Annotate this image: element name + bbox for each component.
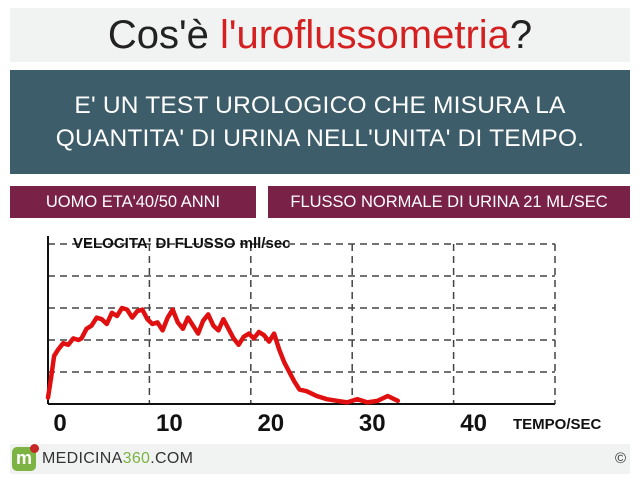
description-line-2: QUANTITA' DI URINA NELL'UNITA' DI TEMPO. [55, 125, 585, 152]
brand-name[interactable]: MEDICINA360.COM [42, 444, 193, 474]
logo-letter: m [15, 448, 32, 468]
x-tick-labels: 0 10 20 30 40 [53, 410, 487, 437]
y-axis-label: VELOCITA' DI FLUSSO mll/sec [73, 235, 291, 252]
title-prefix: Cos'è [107, 13, 220, 57]
logo-leaf-icon [30, 444, 39, 453]
normal-flow-tag: FLUSSO NORMALE DI URINA 21 ML/SEC [268, 186, 630, 218]
logo-icon: m [12, 444, 39, 471]
description-box: E' UN TEST UROLOGICO CHE MISURA LA QUANT… [10, 70, 630, 174]
x-tick-label: 20 [257, 410, 284, 437]
flow-chart: VELOCITA' DI FLUSSO mll/sec TEMPO/SEC 0 1… [0, 224, 640, 440]
brand-part-2: 360 [122, 450, 151, 467]
x-tick-label: 30 [359, 410, 386, 437]
brand-part-1: MEDICINA [42, 450, 123, 467]
footer: m MEDICINA360.COM © [10, 444, 630, 474]
page-title: Cos'è l'uroflussometria? [10, 8, 630, 62]
flow-curve [45, 305, 401, 405]
chart-grid [48, 243, 556, 404]
title-highlight: l'uroflussometria [219, 13, 510, 57]
copyright-symbol: © [614, 450, 626, 467]
title-suffix: ? [509, 13, 533, 57]
x-tick-label: 40 [460, 410, 487, 437]
flow-chart-svg: VELOCITA' DI FLUSSO mll/sec TEMPO/SEC 0 1… [45, 235, 602, 437]
brand-part-3: .COM [150, 450, 194, 467]
x-tick-label: 0 [53, 410, 66, 437]
x-tick-label: 10 [156, 410, 183, 437]
x-axis-label: TEMPO/SEC [513, 416, 602, 433]
description-line-1: E' UN TEST UROLOGICO CHE MISURA LA [74, 92, 566, 119]
age-tag: UOMO ETA'40/50 ANNI [10, 186, 256, 218]
